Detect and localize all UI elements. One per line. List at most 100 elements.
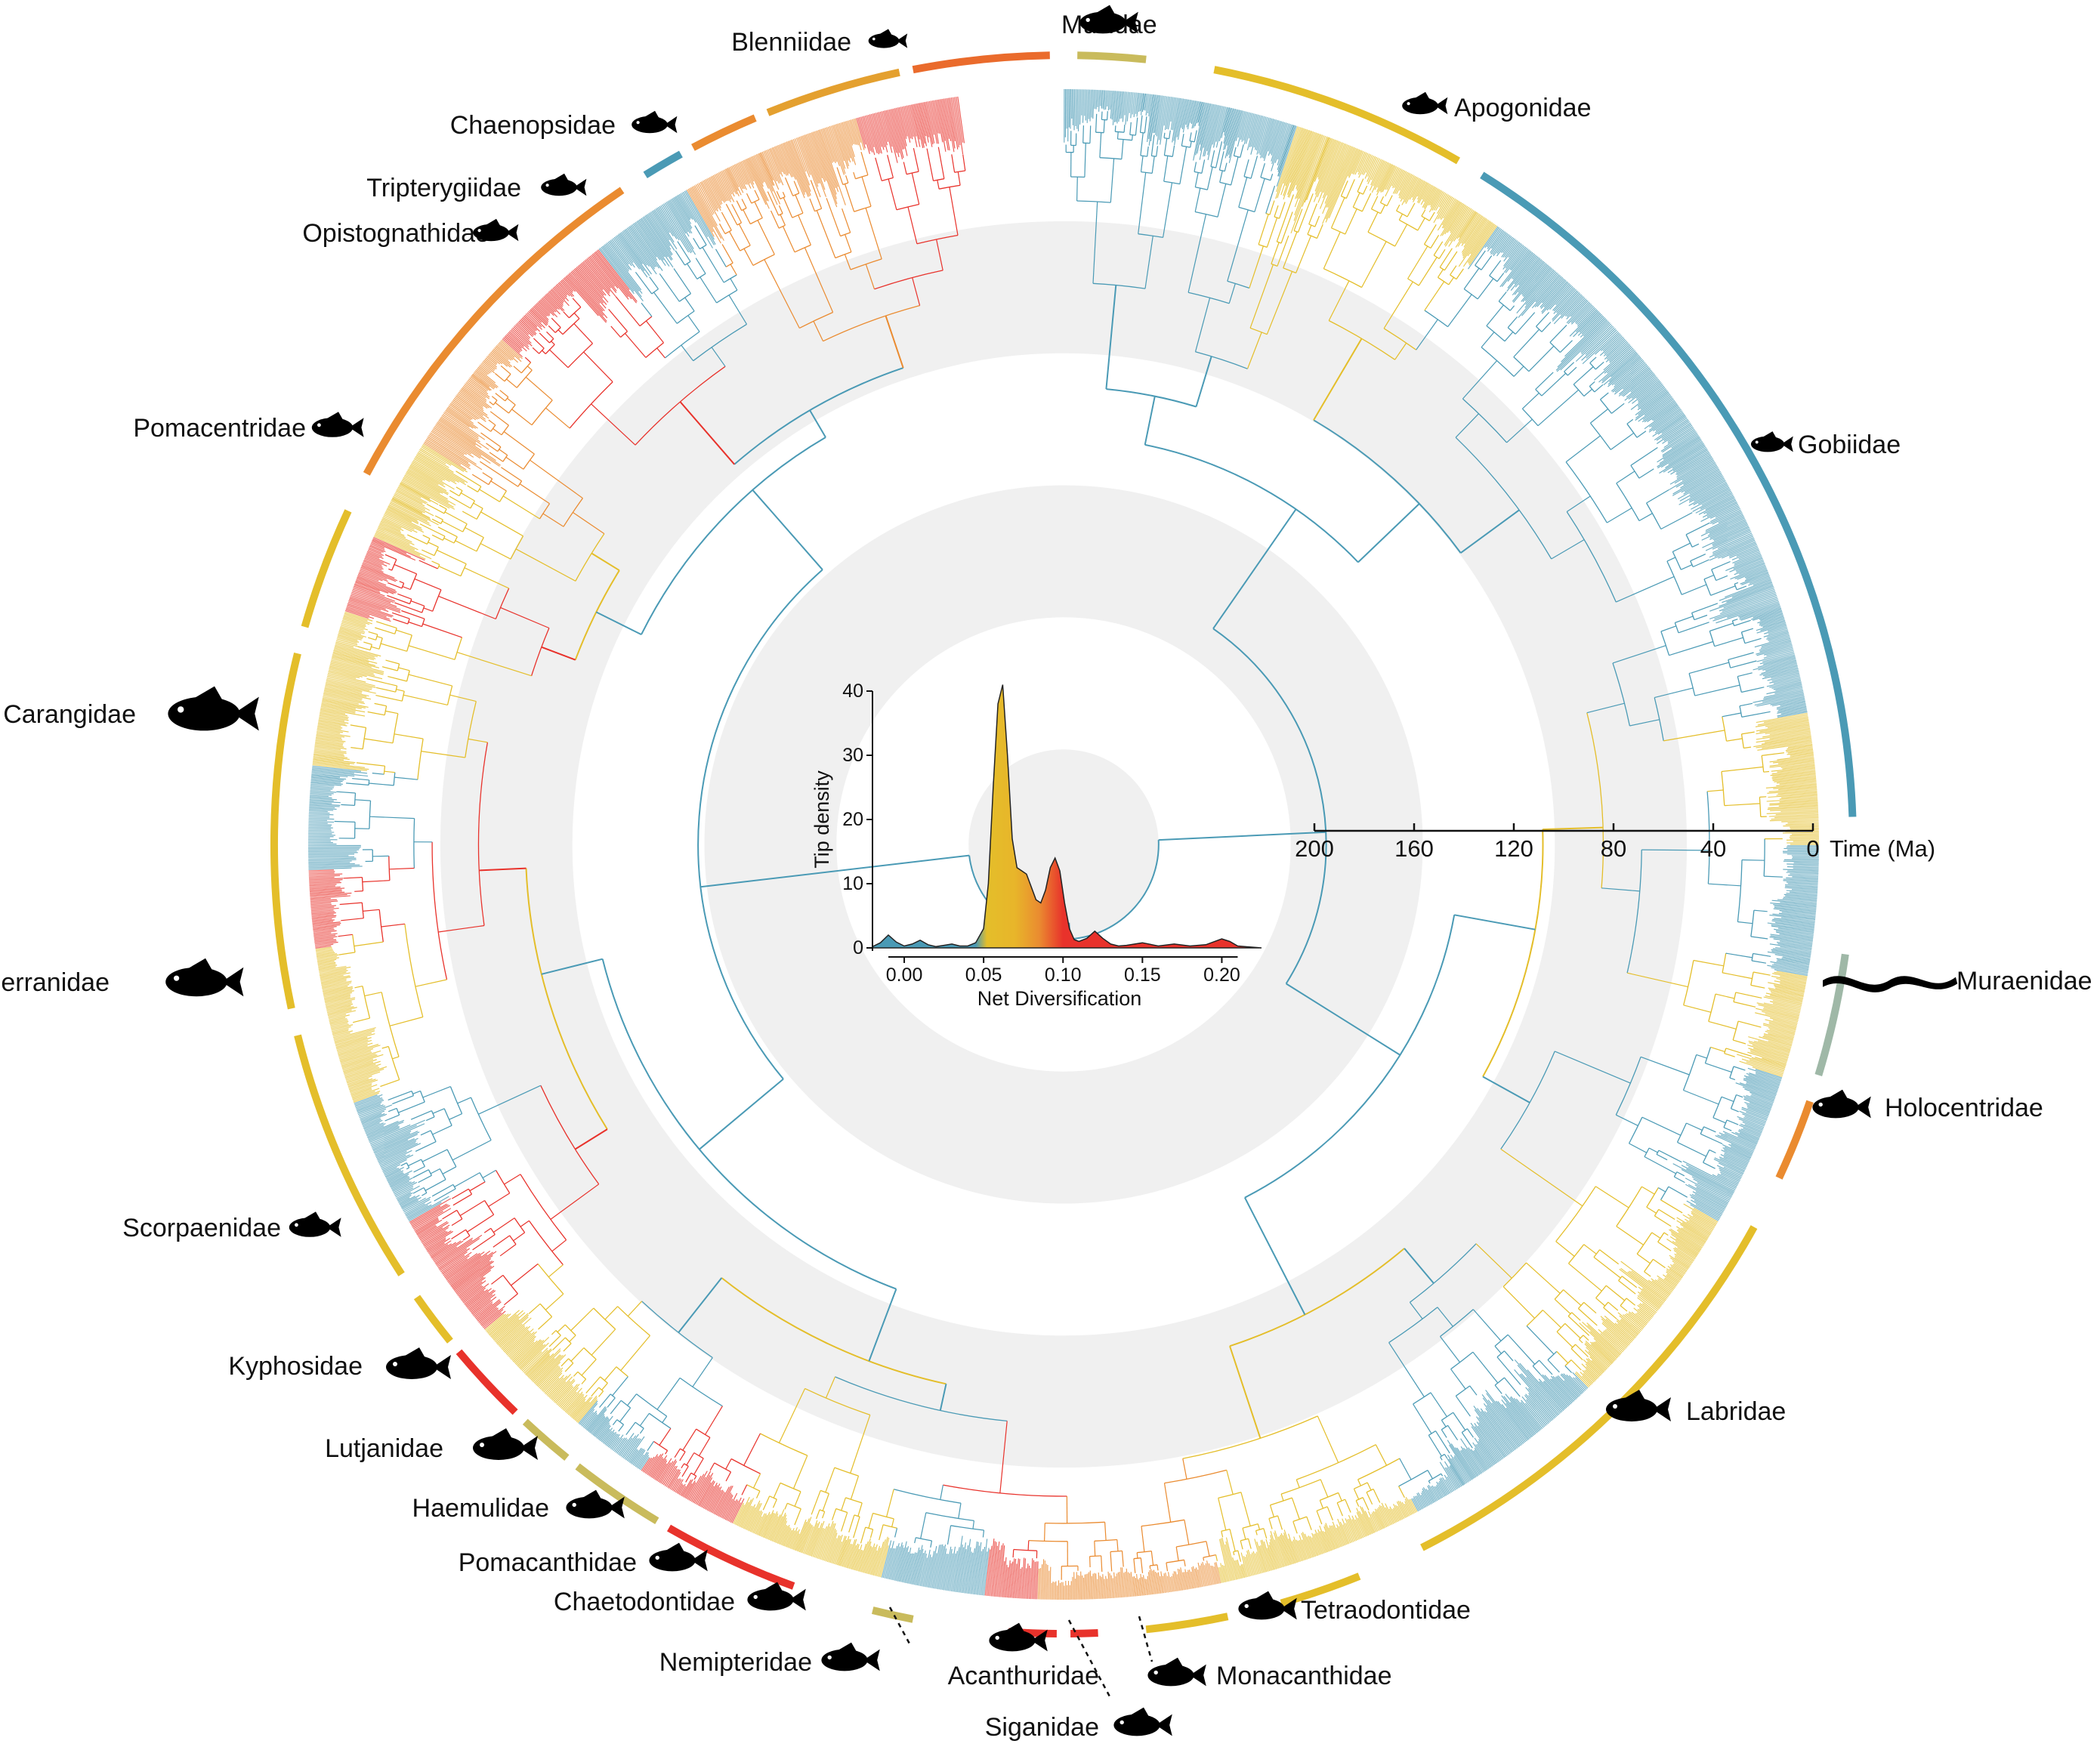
goatfish-silhouette-icon (1079, 5, 1138, 34)
tree-tips (307, 88, 1820, 1600)
inset-y-tick-label: 30 (842, 745, 863, 766)
label-chaetodontidae: Chaetodontidae (554, 1588, 735, 1616)
arc-chaetodontidae (667, 1524, 795, 1590)
moray-eel-silhouette-icon (1823, 976, 1958, 992)
tip-density-inset-chart: 0 10 20 30 40 0.00 0.05 0.10 0.15 0.20 Net Diversi… (811, 681, 1262, 1010)
inset-x-tick-label: 0.15 (1124, 965, 1161, 986)
leader-line-1 (1067, 1619, 1112, 1699)
arc-pomacentridae (363, 187, 625, 476)
label-monacanthidae: Monacanthidae (1216, 1662, 1392, 1690)
inset-x-tick-label: 0.00 (886, 965, 923, 986)
inset-x-tick-label: 0.05 (965, 965, 1002, 986)
sea-chub-silhouette-icon (386, 1347, 451, 1379)
time-axis-label: Time (Ma) (1830, 835, 1935, 862)
jawfish-silhouette-icon (473, 218, 519, 242)
label-chaenopsidae: Chaenopsidae (450, 111, 616, 140)
label-serranidae: Serranidae (0, 968, 110, 997)
time-tick-label: 200 (1295, 835, 1334, 862)
inset-x-tick-label: 0.20 (1203, 965, 1240, 986)
arc-blenniidae (912, 51, 1050, 74)
family-labels: MullidaeApogonidaeGobiidaeMuraenidaeHolo… (0, 5, 2092, 1742)
arc-holocentridae (1775, 1100, 1814, 1180)
surgeonfish-silhouette-icon (989, 1622, 1048, 1652)
arc-muraenidae (1814, 953, 1849, 1076)
inset-y-label: Tip density (811, 770, 833, 869)
label-tetraodontidae: Tetraodontidae (1301, 1596, 1471, 1625)
butterflyfish-silhouette-icon (747, 1582, 806, 1611)
label-scorpaenidae: Scorpaenidae (122, 1214, 281, 1242)
label-tripterygiidae: Tripterygiidae (366, 174, 521, 202)
time-tick-label: 120 (1494, 835, 1533, 862)
scorpionfish-silhouette-icon (289, 1211, 341, 1237)
inset-x-tick-label: 0.10 (1045, 965, 1082, 986)
threadfin-bream-silhouette-icon (821, 1642, 880, 1671)
inset-y-tick-label: 10 (842, 873, 863, 894)
time-ring-bands (440, 221, 1688, 1468)
time-tick-label: 160 (1394, 835, 1434, 862)
triplefin-silhouette-icon (541, 173, 587, 196)
jack-silhouette-icon (168, 686, 259, 731)
grunt-silhouette-icon (566, 1489, 625, 1519)
arc-opistognathidae (643, 150, 683, 179)
arc-pomacanthidae (575, 1463, 659, 1524)
arc-tetraodontidae (1280, 1573, 1361, 1607)
arc-siganidae (1070, 1629, 1098, 1637)
blenny-silhouette-icon (868, 29, 908, 48)
inset-y-tick-label: 40 (842, 681, 863, 702)
wrasse-silhouette-icon (1606, 1390, 1671, 1421)
label-gobiidae: Gobiidae (1798, 431, 1901, 459)
arc-apogonidae (1213, 66, 1460, 165)
arc-scorpaenidae (294, 1034, 405, 1276)
phylogenetic-tree (334, 111, 1784, 1580)
arc-lutjanidae (456, 1349, 518, 1415)
pufferfish-silhouette-icon (1238, 1591, 1297, 1620)
arc-haemulidae (522, 1418, 570, 1461)
label-haemulidae: Haemulidae (412, 1494, 549, 1523)
label-pomacanthidae: Pomacanthidae (459, 1548, 637, 1577)
leader-line-0 (888, 1606, 912, 1646)
grouper-silhouette-icon (165, 958, 244, 997)
rabbitfish-silhouette-icon (1113, 1707, 1172, 1736)
label-blenniidae: Blenniidae (731, 28, 851, 57)
time-band-120-160 (704, 485, 1423, 1204)
label-holocentridae: Holocentridae (1885, 1094, 2043, 1122)
label-carangidae: Carangidae (3, 700, 136, 729)
arc-carangidae (301, 509, 352, 628)
arc-chaenopsidae (766, 68, 900, 116)
arc-gobiidae (1480, 171, 1857, 817)
label-labridae: Labridae (1686, 1397, 1786, 1426)
label-muraenidae: Muraenidae (1956, 967, 2092, 995)
label-lutjanidae: Lutjanidae (325, 1434, 443, 1463)
time-tick-label: 80 (1601, 835, 1626, 862)
time-axis: 200 160 120 80 40 0 Time (Ma) (1295, 823, 1935, 862)
tube-blenny-silhouette-icon (632, 110, 678, 134)
goby-silhouette-icon (1750, 431, 1793, 452)
cardinalfish-silhouette-icon (1402, 91, 1448, 115)
snapper-silhouette-icon (473, 1428, 538, 1460)
arc-nemipteridae (871, 1606, 914, 1623)
inset-y-tick-label: 0 (853, 937, 863, 958)
angelfish-silhouette-icon (649, 1542, 708, 1572)
label-opistognathidae: Opistognathidae (302, 219, 489, 248)
label-acanthuridae: Acanthuridae (948, 1662, 1099, 1690)
label-apogonidae: Apogonidae (1454, 94, 1592, 122)
inset-y-tick-label: 20 (842, 809, 863, 830)
time-tick-label: 40 (1700, 835, 1726, 862)
arc-kyphosidae (413, 1295, 453, 1344)
inset-x-label: Net Diversification (977, 987, 1142, 1010)
arc-serranidae (270, 652, 301, 1010)
leader-line-2 (1138, 1616, 1153, 1662)
label-siganidae: Siganidae (985, 1713, 1099, 1742)
arc-monacanthidae (1145, 1613, 1229, 1634)
label-kyphosidae: Kyphosidae (228, 1352, 363, 1381)
density-area (872, 684, 1262, 949)
arc-tripterygiidae (691, 114, 757, 151)
filefish-silhouette-icon (1147, 1657, 1206, 1687)
arc-mullidae (1077, 51, 1147, 63)
damselfish-silhouette-icon (311, 412, 364, 437)
time-tick-label: 0 (1806, 835, 1819, 862)
label-nemipteridae: Nemipteridae (659, 1648, 812, 1677)
time-band-40-80 (440, 221, 1688, 1468)
